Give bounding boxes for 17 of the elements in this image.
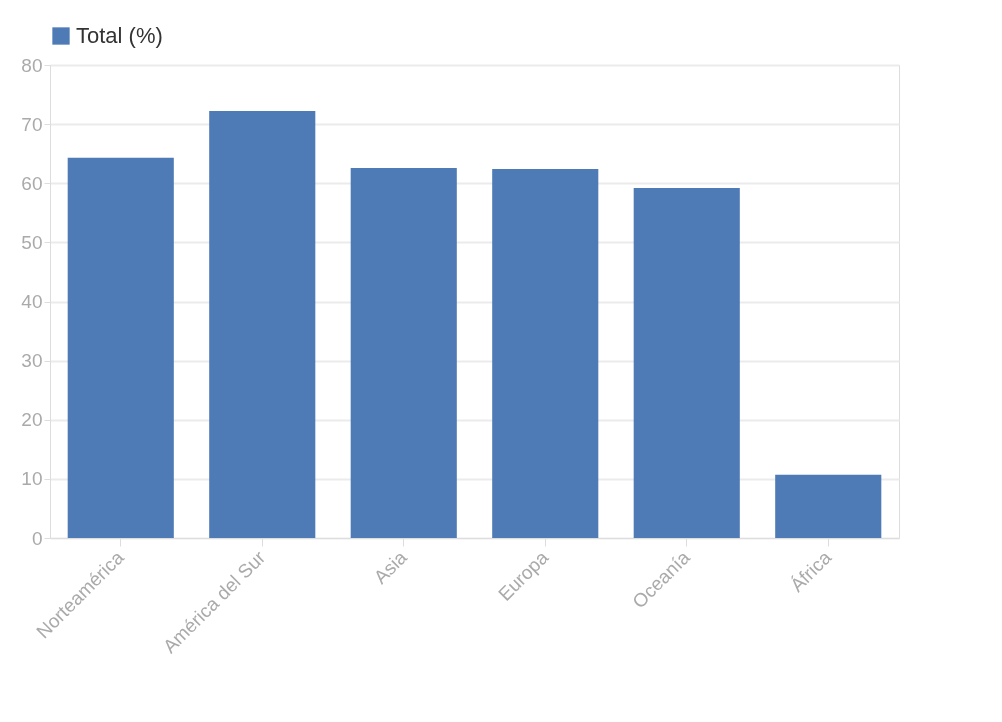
y-tick-label: 30 bbox=[21, 350, 43, 372]
bar bbox=[209, 111, 316, 538]
y-tick-label: 20 bbox=[21, 409, 43, 431]
bar bbox=[775, 474, 882, 538]
y-tick-label: 50 bbox=[21, 231, 43, 253]
y-tick-label: 10 bbox=[21, 468, 43, 490]
x-tick-label: Asia bbox=[369, 546, 412, 588]
bar bbox=[67, 157, 174, 538]
legend-label: Total (%) bbox=[76, 23, 163, 48]
y-tick-label: 70 bbox=[21, 113, 43, 135]
bar bbox=[633, 187, 740, 538]
bar bbox=[350, 167, 457, 538]
y-tick-label: 0 bbox=[31, 527, 43, 549]
bar bbox=[492, 169, 599, 538]
y-tick-label: 80 bbox=[21, 54, 43, 76]
y-tick-label: 40 bbox=[21, 291, 43, 312]
y-tick-label: 60 bbox=[21, 172, 43, 194]
